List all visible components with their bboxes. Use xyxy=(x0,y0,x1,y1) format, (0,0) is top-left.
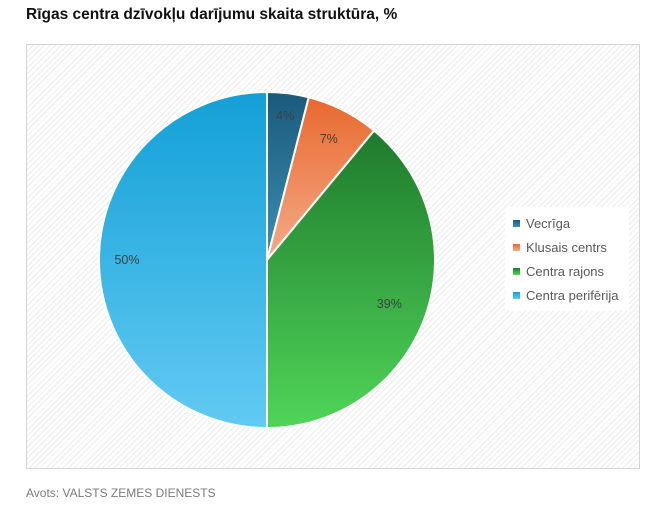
pie-slice-centra-periferija xyxy=(98,91,268,429)
pie-chart: 4% 7% 39% 50% xyxy=(98,91,436,429)
data-label-klusais-centrs: 7% xyxy=(320,132,338,146)
legend-swatch xyxy=(513,267,520,275)
legend-item-centra-rajons: Centra rajons xyxy=(513,259,629,283)
chart-panel: 4% 7% 39% 50% Vecrīga Klusais centrs Centra… xyxy=(26,44,640,469)
legend-item-centra-periferija: Centra perifērija xyxy=(513,283,629,307)
legend-label: Vecrīga xyxy=(526,215,571,231)
legend-item-vecriga: Vecrīga xyxy=(513,211,629,235)
legend-swatch xyxy=(513,291,520,299)
legend-label: Klusais centrs xyxy=(526,239,607,255)
data-label-vecriga: 4% xyxy=(276,109,294,123)
legend-label: Centra perifērija xyxy=(526,287,619,303)
legend-swatch xyxy=(513,219,520,227)
source-note: Avots: VALSTS ZEMES DIENESTS xyxy=(26,486,216,500)
chart-legend: Vecrīga Klusais centrs Centra rajons Cen… xyxy=(505,207,629,311)
legend-item-klusais-centrs: Klusais centrs xyxy=(513,235,629,259)
pie-slice-centra-rajons xyxy=(266,129,436,429)
legend-swatch xyxy=(513,243,520,251)
data-label-centra-periferija: 50% xyxy=(114,253,139,267)
legend-label: Centra rajons xyxy=(526,263,605,279)
data-label-centra-rajons: 39% xyxy=(377,297,402,311)
chart-title: Rīgas centra dzīvokļu darījumu skaita st… xyxy=(26,6,398,23)
pie-data-labels: 4% 7% 39% 50% xyxy=(114,109,401,311)
pie-slices xyxy=(98,91,436,429)
